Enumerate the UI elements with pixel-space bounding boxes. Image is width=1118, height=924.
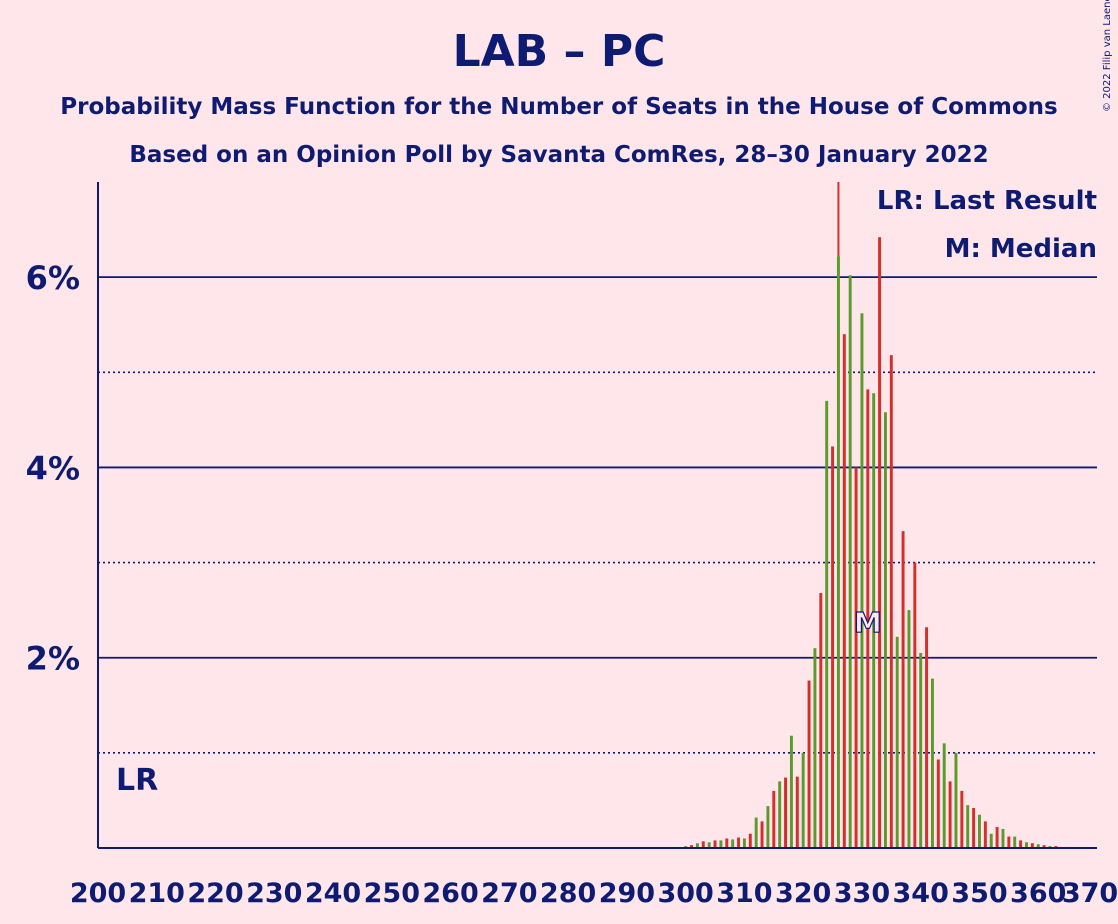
axes <box>97 182 1097 849</box>
bar <box>795 776 799 848</box>
x-tick-label: 300 <box>657 878 713 909</box>
bar <box>854 467 858 848</box>
x-tick-label: 200 <box>70 878 126 909</box>
x-tick-label: 240 <box>305 878 361 909</box>
copyright-notice: © 2022 Filip van Laenen <box>1102 0 1113 112</box>
bar <box>913 562 917 848</box>
x-tick-label: 290 <box>599 878 655 909</box>
legend-median: M: Median <box>945 234 1097 264</box>
bar <box>719 840 723 848</box>
y-tick-label: 4% <box>26 449 80 487</box>
bar <box>842 334 846 848</box>
bar <box>766 806 770 848</box>
bar <box>942 743 946 848</box>
bar <box>966 805 970 848</box>
bar <box>707 842 711 848</box>
x-tick-label: 310 <box>716 878 772 909</box>
x-tick-label: 330 <box>834 878 890 909</box>
y-tick-label: 2% <box>26 640 80 678</box>
grid-lines <box>98 276 1097 754</box>
bar <box>725 838 729 848</box>
bar <box>748 833 752 848</box>
chart-title: LAB – PC <box>453 26 666 77</box>
x-axis-ticks: 200 210 220 230 240 250 260 270 280 290 300 310 320 3… <box>70 878 1118 909</box>
bar <box>831 446 835 848</box>
x-tick-label: 280 <box>540 878 596 909</box>
bar <box>813 648 817 848</box>
chart-subtitle-1: Probability Mass Function for the Number… <box>60 94 1057 120</box>
bar <box>860 313 864 849</box>
bar <box>825 400 829 848</box>
y-tick-label: 6% <box>26 259 80 297</box>
bar <box>772 790 776 848</box>
bar <box>819 593 823 848</box>
chart-subtitle-2: Based on an Opinion Poll by Savanta ComR… <box>129 142 988 168</box>
bar <box>995 827 999 848</box>
bar <box>701 841 705 848</box>
x-tick-label: 370 <box>1062 878 1118 909</box>
markers: M LR <box>116 182 882 798</box>
bar <box>1001 828 1005 848</box>
last-result-label: LR <box>116 763 158 798</box>
x-tick-label: 260 <box>422 878 478 909</box>
bar <box>690 845 693 848</box>
bar <box>760 821 764 848</box>
bar <box>836 256 840 848</box>
bar <box>960 790 964 848</box>
bar <box>878 237 882 848</box>
bar <box>713 840 717 848</box>
bar <box>1019 840 1023 848</box>
bar <box>737 837 741 848</box>
bar <box>930 678 934 848</box>
x-tick-label: 350 <box>951 878 1007 909</box>
bar <box>1013 836 1017 848</box>
bar <box>742 838 746 848</box>
x-tick-label: 210 <box>129 878 185 909</box>
bar <box>1036 844 1040 848</box>
bar <box>1030 843 1034 848</box>
bar <box>866 389 870 848</box>
bar <box>695 843 699 848</box>
bar <box>954 752 958 848</box>
y-axis-ticks: 2% 4% 6% <box>26 259 80 678</box>
bar-series <box>660 237 1093 849</box>
bar <box>972 808 976 848</box>
bar <box>801 752 805 848</box>
bar <box>807 680 811 848</box>
bar <box>989 833 993 848</box>
bar <box>936 759 940 848</box>
bar <box>872 393 876 848</box>
median-marker: M <box>854 606 882 639</box>
x-tick-label: 340 <box>893 878 949 909</box>
x-tick-label: 270 <box>481 878 537 909</box>
x-tick-label: 250 <box>364 878 420 909</box>
bar <box>919 652 923 848</box>
bar <box>784 777 788 848</box>
bar <box>901 531 905 848</box>
x-tick-label: 320 <box>775 878 831 909</box>
bar <box>948 781 952 848</box>
bar <box>778 781 782 848</box>
bar <box>978 814 981 848</box>
bar <box>789 735 793 848</box>
bar <box>1042 845 1046 848</box>
bar <box>883 412 887 848</box>
legend-last-result: LR: Last Result <box>877 186 1097 216</box>
bar <box>907 610 911 848</box>
bar <box>731 839 735 848</box>
bar <box>983 821 987 848</box>
bar <box>889 355 893 848</box>
bar <box>1025 842 1028 848</box>
bar <box>925 627 929 848</box>
bar <box>895 636 899 848</box>
bar <box>754 817 758 848</box>
x-tick-label: 230 <box>246 878 302 909</box>
x-tick-label: 360 <box>1010 878 1066 909</box>
bar <box>1007 836 1011 848</box>
bar <box>848 275 852 848</box>
x-tick-label: 220 <box>187 878 243 909</box>
